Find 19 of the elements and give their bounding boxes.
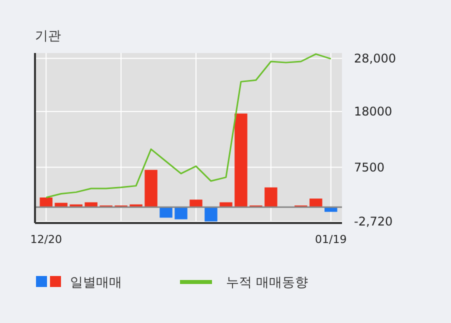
bar — [310, 198, 322, 208]
bar — [160, 207, 172, 218]
bar — [234, 114, 248, 208]
x-tick-label: 01/19 — [315, 233, 347, 246]
bar — [264, 187, 278, 208]
bar — [144, 170, 158, 208]
y-tick-label: 18000 — [354, 104, 392, 119]
y-tick-label: 7500 — [354, 160, 385, 174]
line-series — [45, 53, 332, 198]
bar — [40, 198, 52, 208]
x-tick-label: 12/20 — [30, 233, 62, 246]
legend-label: 누적 매매동향 — [226, 276, 308, 291]
bar — [204, 207, 218, 222]
legend-label: 일별매매 — [70, 276, 122, 291]
bar — [190, 200, 202, 208]
chart-title: 기관 — [35, 29, 61, 44]
bar — [174, 207, 188, 220]
y-tick-label: -2,720 — [354, 214, 393, 229]
y-tick-label: 28,000 — [354, 52, 396, 66]
